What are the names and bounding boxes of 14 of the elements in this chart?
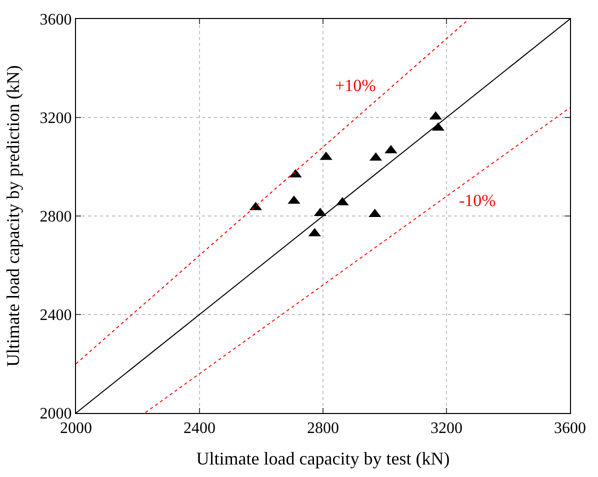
x-tick-label: 2800	[307, 420, 339, 438]
y-axis-title: Ultimate load capacity by prediction (kN)	[3, 65, 23, 367]
x-tick-label: 2400	[184, 420, 216, 438]
y-tick-label: 2800	[40, 208, 72, 226]
y-tick-label: 3600	[40, 12, 72, 29]
annotation: +10%	[335, 76, 376, 95]
x-tick-label: 2000	[60, 420, 92, 438]
annotation: -10%	[459, 191, 496, 210]
x-axis-title: Ultimate load capacity by test (kN)	[196, 448, 450, 468]
x-tick-label: 3200	[430, 420, 462, 438]
y-tick-label: 2000	[40, 406, 72, 423]
y-tick-label: 3200	[40, 110, 72, 128]
x-tick-label: 3600	[554, 420, 586, 438]
y-tick-label: 2400	[40, 307, 72, 324]
